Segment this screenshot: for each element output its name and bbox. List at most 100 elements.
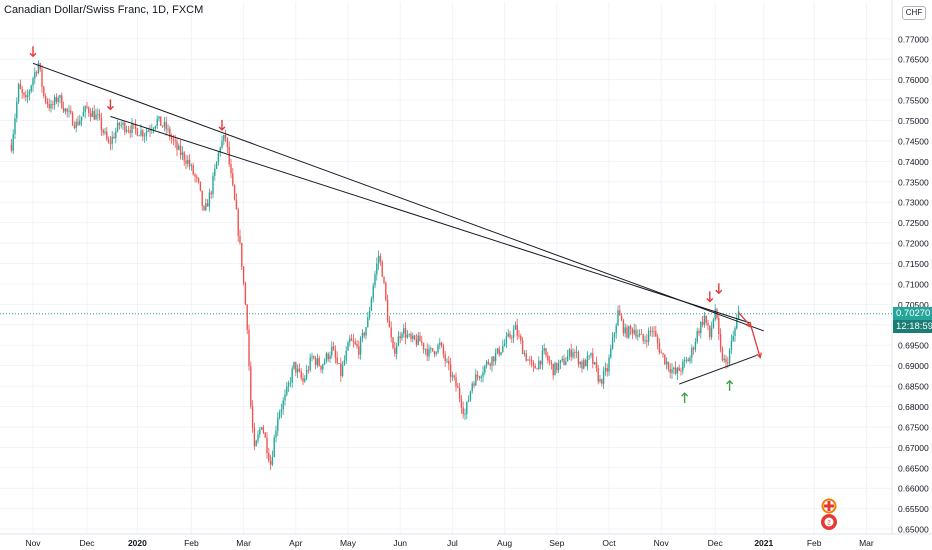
price-tick-label: 0.74500 <box>898 136 929 146</box>
price-tick-label: 0.73000 <box>898 198 929 208</box>
candle-body <box>498 348 500 355</box>
candle-body <box>53 97 56 105</box>
trendline[interactable] <box>679 354 757 385</box>
candle-body <box>516 324 518 336</box>
candle-body <box>66 108 68 112</box>
candle-body <box>125 130 128 132</box>
green-up-arrow[interactable] <box>726 379 734 391</box>
candle-body <box>199 181 202 191</box>
currency-button[interactable]: CHF <box>902 6 926 20</box>
candle-body <box>599 379 601 382</box>
price-tick-label: 0.77000 <box>898 34 929 44</box>
time-tick-label: Oct <box>602 538 616 548</box>
price-tick-label: 0.75000 <box>898 116 929 126</box>
candle-body <box>534 365 536 369</box>
arrow-head <box>715 289 723 295</box>
candle-body <box>712 319 715 329</box>
time-tick-label: Feb <box>184 538 199 548</box>
projection-path[interactable] <box>738 312 761 358</box>
candle-body <box>257 434 259 441</box>
candle-body <box>406 334 409 338</box>
candle-body <box>350 338 353 341</box>
red-down-arrow[interactable] <box>706 291 714 303</box>
price-tick-label: 0.65000 <box>898 525 929 535</box>
green-up-arrow[interactable] <box>681 392 689 404</box>
annotations[interactable] <box>29 46 762 404</box>
red-down-arrow[interactable] <box>29 46 37 58</box>
candle-body <box>494 352 497 362</box>
candle-body <box>424 349 427 351</box>
candle-body <box>710 328 713 338</box>
candle-body <box>89 113 92 117</box>
price-tick-label: 0.72500 <box>898 218 929 228</box>
candle-body <box>696 330 698 342</box>
candle-body <box>107 139 110 143</box>
candle-body <box>61 95 63 108</box>
price-axis[interactable]: 0.77000 0.76500 0.76000 0.75500 0.75000 0.745… <box>898 34 929 534</box>
candle-body <box>509 333 511 338</box>
price-tick-label: 0.73500 <box>898 177 929 187</box>
candle-body <box>736 319 738 329</box>
time-tick-label: Nov <box>25 538 41 548</box>
candle-body <box>273 437 275 458</box>
time-axis[interactable]: Nov Dec 2020 Feb Mar Apr May Jun Jul Aug Sep Oct Nov… <box>25 538 873 548</box>
candle-body <box>719 334 722 350</box>
candle-body <box>649 330 652 332</box>
candle-body <box>489 363 491 366</box>
candle-body <box>701 321 704 325</box>
candle-body <box>559 360 562 364</box>
candle-body <box>127 130 130 132</box>
svg-text:2: 2 <box>827 521 831 527</box>
candle-body <box>543 348 545 351</box>
candle-body <box>680 370 682 372</box>
candle-body <box>678 367 680 371</box>
candle-body <box>129 130 131 133</box>
candle-body <box>547 355 549 361</box>
candle-body <box>264 432 266 438</box>
candle-body <box>325 353 328 362</box>
candle-body <box>732 335 734 341</box>
candle-body <box>734 328 736 336</box>
candle-body <box>592 353 594 364</box>
candle-body <box>575 352 578 353</box>
candle-body <box>302 378 304 382</box>
red-down-arrow[interactable] <box>715 283 723 295</box>
candle-body <box>352 340 355 343</box>
candle-body <box>476 374 479 377</box>
candle-body <box>395 346 398 354</box>
candle-body <box>223 134 225 141</box>
candle-body <box>644 340 646 342</box>
candle-body <box>577 352 580 365</box>
candle-body <box>19 84 22 90</box>
candle-body <box>453 375 455 378</box>
trendline[interactable] <box>32 62 764 332</box>
candle-body <box>287 382 290 387</box>
candle-body <box>322 364 324 370</box>
candle-body <box>334 350 337 358</box>
candle-body <box>581 361 583 369</box>
candle-body <box>343 360 346 365</box>
candle-body <box>727 362 729 364</box>
candle-body <box>683 360 686 362</box>
candle-body <box>570 349 572 358</box>
candle-body <box>71 112 74 126</box>
candle-body <box>442 345 445 355</box>
candle-body <box>134 124 137 129</box>
candle-body <box>413 335 416 340</box>
time-tick-label: Jun <box>393 538 407 548</box>
red-down-arrow[interactable] <box>106 99 114 111</box>
candle-body <box>70 110 72 113</box>
trendlines[interactable] <box>32 62 764 385</box>
candle-body <box>278 412 281 418</box>
candle-body <box>176 141 178 150</box>
trendline[interactable] <box>110 115 750 324</box>
candle-body <box>410 334 412 339</box>
candle-body <box>64 108 67 112</box>
red-down-arrow[interactable] <box>218 119 226 131</box>
candle-body <box>21 89 23 93</box>
candle-body <box>433 351 436 355</box>
candle-body <box>403 328 405 334</box>
candle-body <box>251 406 254 428</box>
candle-body <box>505 336 508 344</box>
